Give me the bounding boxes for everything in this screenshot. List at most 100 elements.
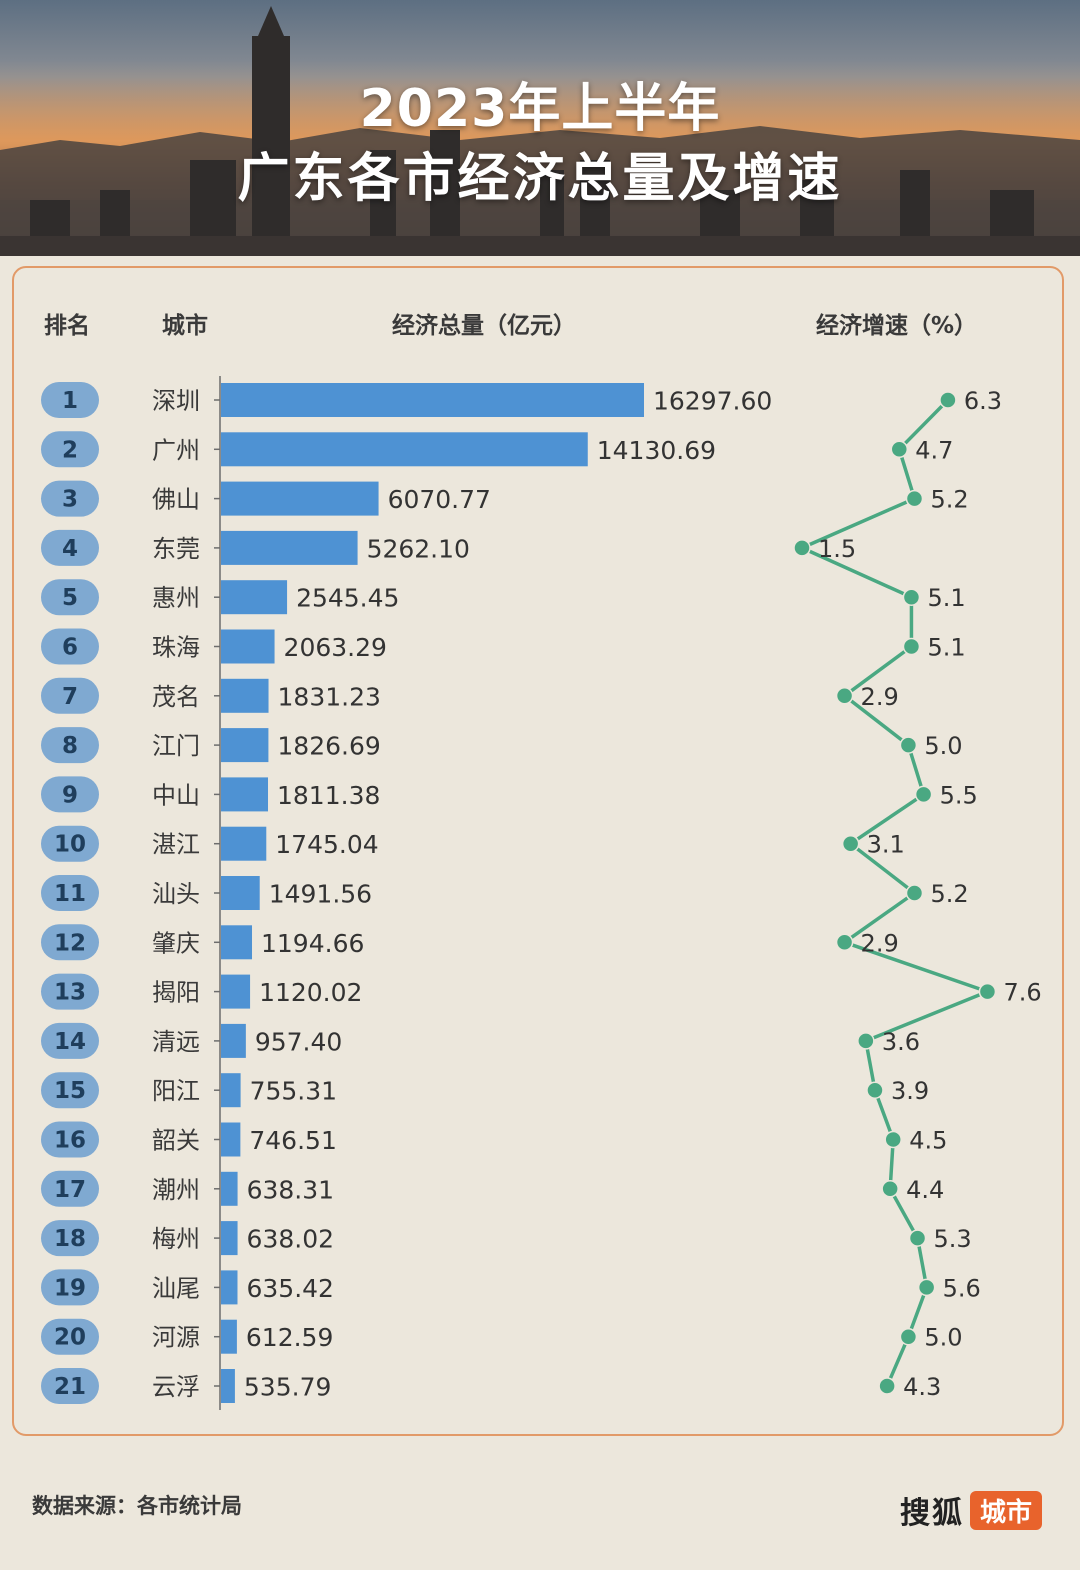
- column-header-gdp: 经济总量（亿元）: [392, 313, 576, 339]
- rank-label: 7: [62, 684, 78, 710]
- category-label: 东莞: [152, 535, 200, 563]
- rank-label: 20: [54, 1325, 86, 1351]
- growth-point: [905, 489, 924, 508]
- bar: [221, 876, 260, 910]
- category-label: 梅州: [152, 1225, 200, 1253]
- growth-point: [899, 736, 918, 754]
- growth-value-label: 5.6: [943, 1274, 981, 1302]
- rank-badge: [41, 579, 99, 616]
- category-label: 汕尾: [152, 1274, 200, 1302]
- bar: [221, 1023, 246, 1058]
- bar-value-label: 16297.60: [653, 387, 772, 416]
- growth-point: [905, 884, 924, 902]
- rank-badge: [41, 628, 99, 665]
- rank-label: 11: [54, 881, 86, 907]
- growth-value-label: 3.1: [867, 831, 905, 859]
- growth-point: [866, 1081, 884, 1099]
- rank-badge: [41, 1220, 99, 1257]
- column-header-growth: 经济增速（%）: [816, 313, 978, 339]
- rank-badge: [41, 529, 99, 566]
- page-title-line1: 2023年上半年: [359, 79, 721, 139]
- rank-label: 10: [54, 832, 86, 858]
- category-label: 潮州: [152, 1176, 200, 1204]
- growth-value-label: 5.0: [924, 732, 962, 760]
- bar-value-label: 638.02: [247, 1225, 334, 1254]
- growth-point: [899, 1327, 918, 1346]
- growth-point: [857, 1032, 875, 1050]
- rank-label: 9: [62, 782, 78, 808]
- page-title-line2: 广东各市经济总量及增速: [237, 149, 843, 209]
- column-header-rank: 排名: [44, 313, 90, 339]
- bar-value-label: 1745.04: [275, 830, 378, 859]
- rank-label: 4: [62, 536, 78, 562]
- category-label: 汕头: [152, 880, 200, 908]
- growth-point: [881, 1180, 899, 1198]
- growth-point: [939, 391, 957, 409]
- rank-label: 1: [62, 388, 78, 414]
- rank-badge: [41, 924, 99, 961]
- column-header-city: 城市: [162, 313, 208, 339]
- category-label: 珠海: [152, 634, 200, 662]
- growth-value-label: 7.6: [1003, 979, 1041, 1007]
- category-label: 中山: [152, 781, 200, 809]
- growth-value-label: 5.3: [934, 1225, 972, 1253]
- rank-badge: [41, 1072, 99, 1109]
- bar: [221, 530, 358, 565]
- category-label: 云浮: [152, 1373, 200, 1401]
- rank-label: 5: [62, 585, 78, 611]
- rank-badge: [41, 382, 99, 418]
- bar: [221, 629, 275, 664]
- rank-badge: [41, 480, 99, 517]
- bar-value-label: 2063.29: [284, 633, 387, 662]
- category-label: 江门: [152, 732, 200, 760]
- rank-label: 13: [54, 980, 86, 1006]
- growth-value-label: 5.1: [927, 634, 965, 662]
- growth-point: [890, 440, 909, 459]
- growth-value-label: 5.2: [930, 486, 968, 514]
- growth-point: [878, 1377, 896, 1395]
- bar: [221, 1319, 237, 1354]
- bar: [221, 728, 269, 763]
- rank-label: 12: [54, 930, 86, 956]
- header-banner: 2023年上半年 广东各市经济总量及增速: [0, 0, 1080, 256]
- rank-badge: [41, 1318, 99, 1355]
- growth-point: [884, 1130, 902, 1149]
- brand-name: 搜狐: [900, 1496, 964, 1531]
- category-label: 阳江: [152, 1077, 200, 1105]
- growth-value-label: 3.9: [891, 1077, 929, 1105]
- growth-value-label: 5.0: [924, 1324, 962, 1352]
- growth-point: [917, 1278, 936, 1297]
- growth-point: [835, 687, 854, 705]
- chart-panel: [12, 266, 1064, 1436]
- growth-point: [841, 834, 860, 853]
- rank-label: 18: [54, 1226, 86, 1252]
- bar-value-label: 535.79: [244, 1373, 331, 1402]
- bar: [221, 678, 269, 713]
- bar-value-label: 1831.23: [278, 682, 381, 711]
- growth-point: [902, 637, 921, 656]
- growth-value-label: 4.3: [903, 1373, 941, 1401]
- growth-value-label: 4.7: [915, 436, 953, 464]
- rank-label: 14: [54, 1029, 86, 1055]
- growth-value-label: 5.2: [930, 880, 968, 908]
- rank-label: 6: [62, 635, 78, 661]
- rank-badge: [41, 727, 99, 764]
- bar-value-label: 5262.10: [367, 534, 470, 563]
- category-label: 韶关: [152, 1127, 200, 1155]
- rank-label: 2: [62, 437, 78, 463]
- growth-point: [835, 933, 854, 952]
- growth-value-label: 2.9: [861, 683, 899, 711]
- growth-value-label: 5.1: [927, 584, 965, 612]
- bar: [221, 383, 644, 417]
- category-label: 佛山: [152, 486, 200, 514]
- rank-badge: [41, 776, 99, 813]
- category-label: 河源: [152, 1324, 200, 1352]
- category-label: 湛江: [152, 831, 200, 859]
- rank-badge: [41, 1121, 99, 1158]
- rank-badge: [41, 825, 99, 862]
- bar: [221, 1122, 241, 1157]
- rank-badge: [41, 1368, 99, 1404]
- bar-value-label: 1194.66: [261, 929, 364, 958]
- category-label: 清远: [152, 1028, 200, 1056]
- rank-label: 16: [54, 1128, 86, 1154]
